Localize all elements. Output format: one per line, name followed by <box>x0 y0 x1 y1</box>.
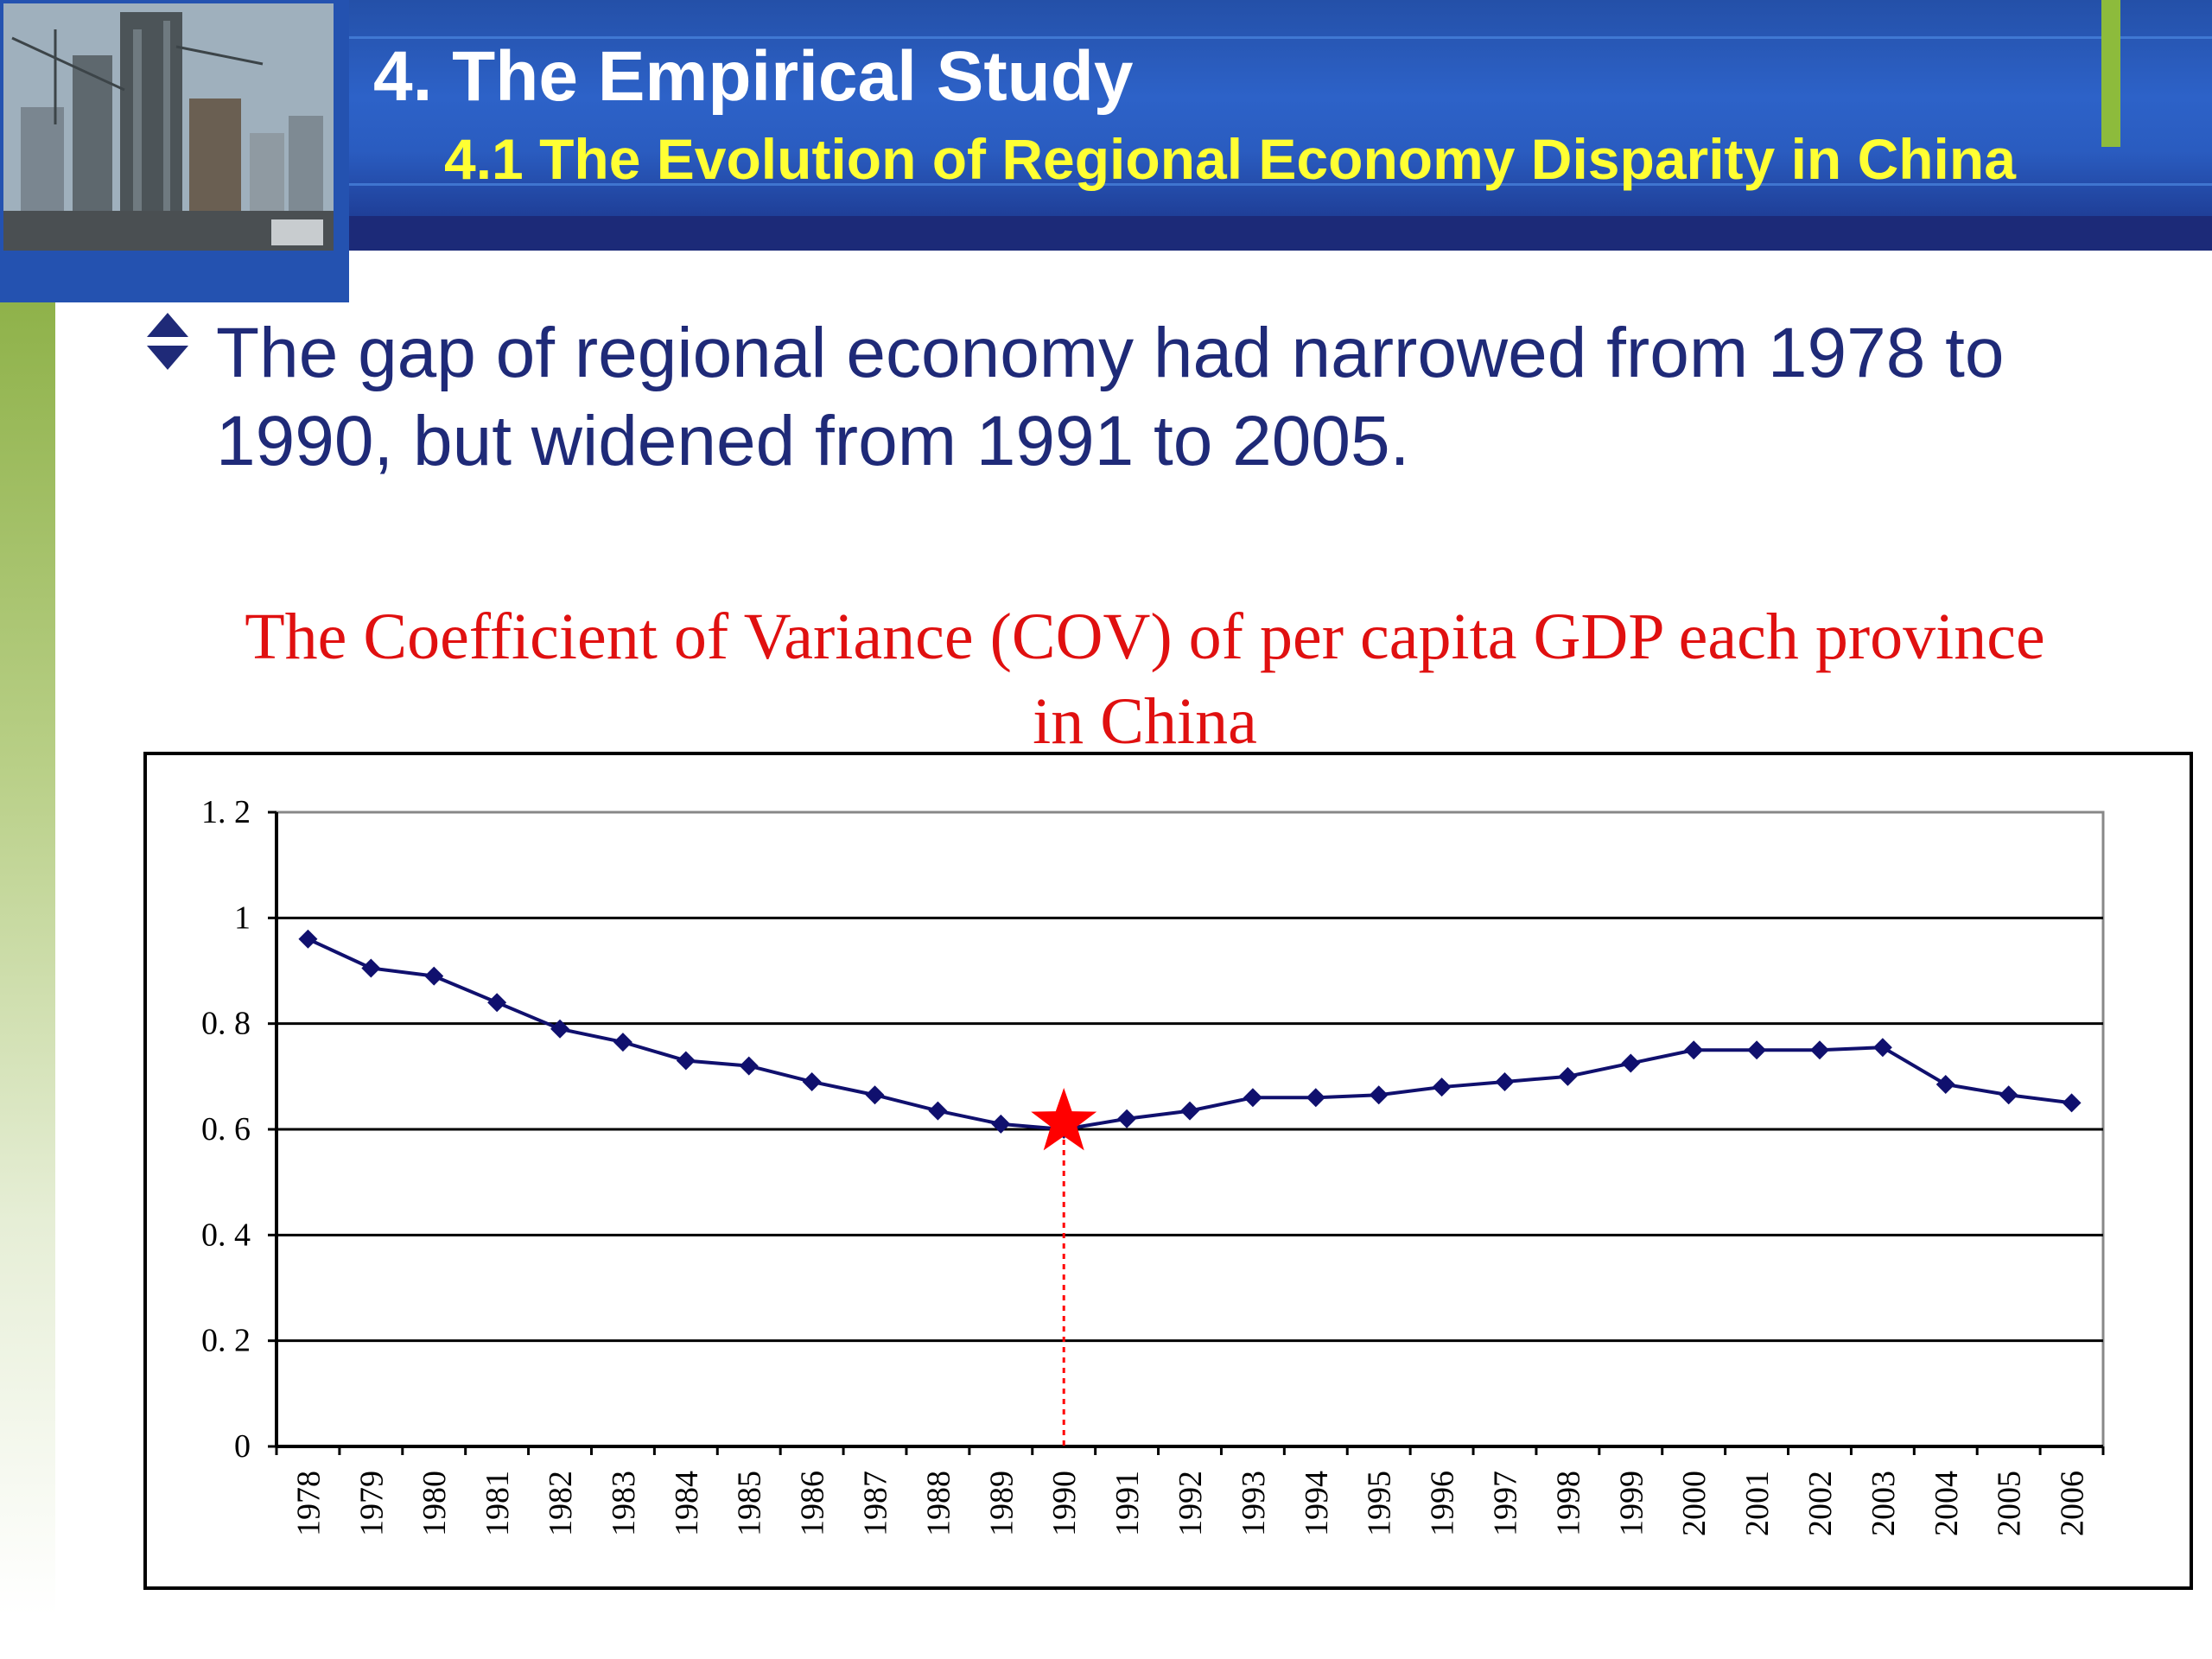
x-tick-label: 1982 <box>543 1471 579 1536</box>
x-tick-label: 2004 <box>1929 1471 1965 1536</box>
slide-subtitle: 4.1 The Evolution of Regional Economy Di… <box>444 127 2016 191</box>
y-tick-label: 1 <box>234 899 251 936</box>
data-point <box>1495 1071 1515 1091</box>
data-point <box>1369 1085 1389 1105</box>
data-point <box>2062 1093 2082 1113</box>
up-down-diamond-icon <box>143 311 192 373</box>
bullet-text: The gap of regional economy had narrowed… <box>216 314 2005 480</box>
x-tick-label: 1979 <box>353 1471 390 1536</box>
data-point <box>739 1056 759 1076</box>
x-tick-label: 1986 <box>795 1471 831 1536</box>
data-point <box>298 929 318 949</box>
header-bottom-rule <box>349 183 2212 186</box>
data-point <box>361 958 381 978</box>
x-tick-label: 2000 <box>1676 1471 1713 1536</box>
line-chart-svg: 0 0. 2 0. 4 0. 6 0. 8 1 1. 2 1978 1979 1980 1981 1… <box>143 752 2193 1590</box>
data-point <box>802 1071 822 1091</box>
x-tick-label: 1997 <box>1487 1471 1523 1536</box>
data-point <box>1936 1075 1955 1095</box>
x-tick-label: 1987 <box>858 1471 894 1536</box>
header-green-accent <box>2101 0 2120 147</box>
x-tick-label: 2005 <box>1992 1471 2028 1536</box>
x-tick-label: 2002 <box>1802 1471 1839 1536</box>
data-point <box>1180 1101 1199 1121</box>
y-tick-label: 0 <box>234 1428 251 1465</box>
data-point <box>1243 1088 1262 1108</box>
x-tick-label: 1980 <box>416 1471 453 1536</box>
x-tick-label: 1989 <box>983 1471 1020 1536</box>
x-tick-label: 2006 <box>2055 1471 2091 1536</box>
x-tick-label: 1978 <box>290 1471 327 1536</box>
data-point <box>1684 1040 1704 1060</box>
data-point <box>1809 1040 1829 1060</box>
x-tick-label: 1995 <box>1362 1471 1398 1536</box>
data-point <box>487 993 507 1013</box>
x-tick-label: 1996 <box>1425 1471 1461 1536</box>
x-tick-label: 1983 <box>606 1471 642 1536</box>
data-point <box>928 1101 948 1121</box>
data-point <box>1558 1066 1578 1086</box>
data-point <box>550 1019 570 1039</box>
data-point <box>613 1033 632 1052</box>
x-tick-label: 2003 <box>1866 1471 1902 1536</box>
y-tick-label: 1. 2 <box>201 794 251 830</box>
x-tick-label: 2001 <box>1739 1471 1776 1536</box>
x-tick-label: 1993 <box>1236 1471 1272 1536</box>
chart-title: The Coefficient of Variance (COV) of per… <box>245 601 2045 758</box>
data-point <box>1872 1038 1892 1058</box>
slide-title: 4. The Empirical Study <box>373 37 1134 116</box>
data-point <box>1117 1109 1137 1128</box>
red-star-marker <box>1031 1088 1097 1151</box>
y-tick-label: 0. 8 <box>201 1006 251 1042</box>
city-construction-photo <box>3 3 334 251</box>
data-point <box>865 1085 885 1105</box>
y-tick-label: 0. 2 <box>201 1323 251 1359</box>
y-tick-label: 0. 6 <box>201 1111 251 1147</box>
data-point <box>676 1051 696 1071</box>
photo-frame <box>0 0 349 302</box>
x-tick-label: 1998 <box>1550 1471 1586 1536</box>
data-point <box>1432 1077 1452 1097</box>
data-point <box>1999 1085 2018 1105</box>
data-point <box>1306 1088 1325 1108</box>
header-top-rule <box>349 36 2212 39</box>
data-point <box>1747 1040 1767 1060</box>
y-tick-label: 0. 4 <box>201 1217 251 1253</box>
x-tick-label: 1981 <box>480 1471 516 1536</box>
x-tick-label: 1985 <box>732 1471 768 1536</box>
x-tick-label: 1992 <box>1173 1471 1209 1536</box>
x-tick-label: 1990 <box>1046 1471 1083 1536</box>
x-tick-label: 1999 <box>1613 1471 1649 1536</box>
x-tick-label: 1991 <box>1109 1471 1146 1536</box>
chart-frame <box>143 752 2193 1590</box>
side-gradient-strip <box>0 302 55 1616</box>
data-point <box>1621 1053 1641 1073</box>
header-panel <box>349 0 2212 216</box>
x-tick-label: 1988 <box>920 1471 957 1536</box>
data-point <box>424 966 444 986</box>
x-tick-label: 1994 <box>1299 1471 1335 1536</box>
chart: 0 0. 2 0. 4 0. 6 0. 8 1 1. 2 1978 1979 1980 1981 1… <box>143 752 2193 1590</box>
data-point <box>991 1114 1011 1134</box>
x-tick-label: 1984 <box>669 1471 705 1536</box>
